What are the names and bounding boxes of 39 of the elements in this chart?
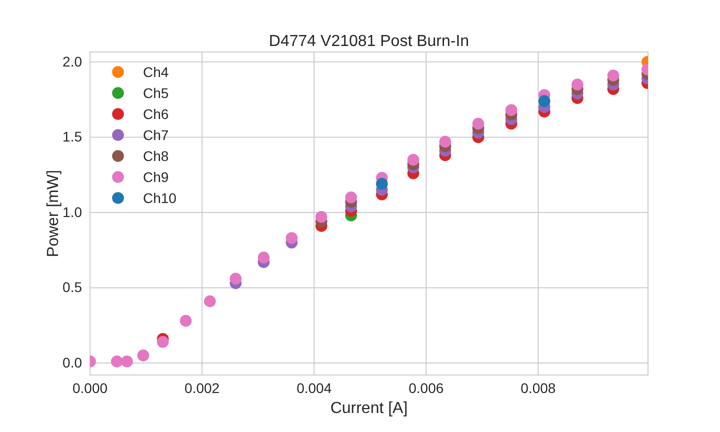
x-tick-label: 0.004	[296, 380, 332, 396]
point	[571, 78, 584, 90]
point	[439, 136, 452, 148]
y-tick-label: 0.0	[62, 354, 82, 370]
y-tick-label: 1.0	[62, 204, 82, 220]
legend-label: Ch7	[143, 127, 169, 143]
point	[315, 211, 328, 223]
point	[538, 95, 550, 107]
y-tick-label: 1.5	[62, 128, 82, 145]
point	[376, 178, 388, 190]
point	[204, 295, 216, 308]
legend-label: Ch5	[143, 85, 169, 101]
y-tick-label: 2.0	[62, 53, 82, 70]
point	[156, 336, 169, 348]
point	[472, 118, 484, 130]
x-tick-label: 0.002	[184, 380, 220, 396]
x-tick-label: 0.006	[408, 380, 444, 396]
point	[286, 232, 298, 244]
legend-label: Ch9	[143, 169, 169, 185]
point	[121, 356, 133, 368]
legend-label: Ch4	[143, 64, 169, 80]
x-tick-label: 0.000	[72, 380, 108, 396]
legend-label: Ch10	[143, 190, 177, 206]
point	[180, 314, 192, 327]
point	[345, 191, 357, 204]
point	[258, 252, 270, 264]
legend-label: Ch8	[143, 148, 169, 164]
point	[110, 356, 123, 368]
point	[407, 154, 420, 166]
x-tick-label: 0.008	[520, 380, 556, 396]
point	[607, 70, 620, 82]
y-axis-title: Power [mW]	[45, 170, 62, 258]
legend-label: Ch6	[143, 106, 169, 122]
x-axis-title: Current [A]	[330, 400, 408, 417]
y-tick-label: 0.5	[62, 279, 82, 296]
point	[230, 272, 242, 285]
point	[137, 350, 150, 362]
chart-title: D4774 V21081 Post Burn-In	[268, 33, 470, 50]
point	[505, 104, 518, 116]
